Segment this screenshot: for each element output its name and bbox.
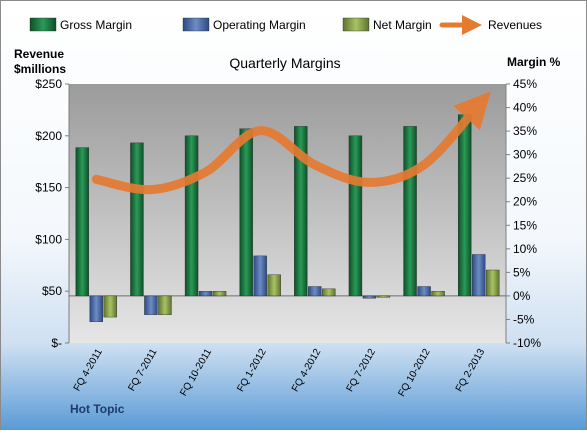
left-tick-label: $50 (42, 284, 62, 298)
net-margin-bar (213, 291, 226, 296)
net-margin-bar (322, 289, 335, 296)
right-tick-label: -5% (513, 312, 535, 326)
operating-margin-bar (144, 296, 157, 315)
legend-operating-margin-swatch (183, 18, 209, 31)
chart-title: Quarterly Margins (229, 55, 340, 71)
operating-margin-bar (308, 286, 321, 295)
operating-margin-bar (363, 296, 376, 298)
operating-margin-bar (90, 296, 103, 322)
left-tick-label: $200 (35, 129, 62, 143)
footer-label: Hot Topic (70, 402, 125, 416)
net-margin-bar (104, 296, 117, 317)
left-axis-label-line1: Revenue (14, 47, 64, 61)
net-margin-bar (158, 296, 171, 315)
gross-margin-bar (185, 136, 198, 296)
operating-margin-bar (199, 291, 212, 296)
right-tick-label: 0% (513, 289, 531, 303)
legend-net-margin-swatch (343, 18, 369, 31)
net-margin-bar (486, 270, 499, 296)
left-tick-label: $250 (35, 77, 62, 91)
left-tick-label: $150 (35, 181, 62, 195)
gross-margin-bar (458, 115, 471, 296)
right-tick-label: 10% (513, 242, 537, 256)
left-tick-label: $- (51, 336, 62, 350)
gross-margin-bar (76, 148, 89, 296)
right-tick-label: 30% (513, 148, 537, 162)
net-margin-bar (432, 291, 445, 296)
net-margin-bar (377, 296, 390, 297)
right-tick-label: 25% (513, 171, 537, 185)
right-tick-label: -10% (513, 336, 541, 350)
gross-margin-bar (404, 126, 417, 296)
right-tick-label: 35% (513, 124, 537, 138)
net-margin-bar (268, 275, 281, 296)
legend-gross-margin-swatch (30, 18, 56, 31)
operating-margin-bar (418, 286, 431, 295)
operating-margin-bar (254, 256, 267, 296)
right-tick-label: 15% (513, 218, 537, 232)
right-tick-label: 40% (513, 101, 537, 115)
legend-net-margin-label: Net Margin (373, 18, 432, 32)
legend-gross-margin-label: Gross Margin (60, 18, 132, 32)
right-axis-label: Margin % (507, 55, 561, 69)
left-tick-label: $100 (35, 232, 62, 246)
right-tick-label: 5% (513, 265, 531, 279)
gross-margin-bar (240, 129, 253, 296)
operating-margin-bar (472, 254, 485, 295)
left-axis-label-line2: $millions (14, 62, 66, 76)
legend-revenues-label: Revenues (488, 18, 542, 32)
legend-operating-margin-label: Operating Margin (213, 18, 306, 32)
right-tick-label: 20% (513, 195, 537, 209)
gross-margin-bar (130, 143, 143, 296)
right-tick-label: 45% (513, 77, 537, 91)
gross-margin-bar (349, 136, 362, 296)
